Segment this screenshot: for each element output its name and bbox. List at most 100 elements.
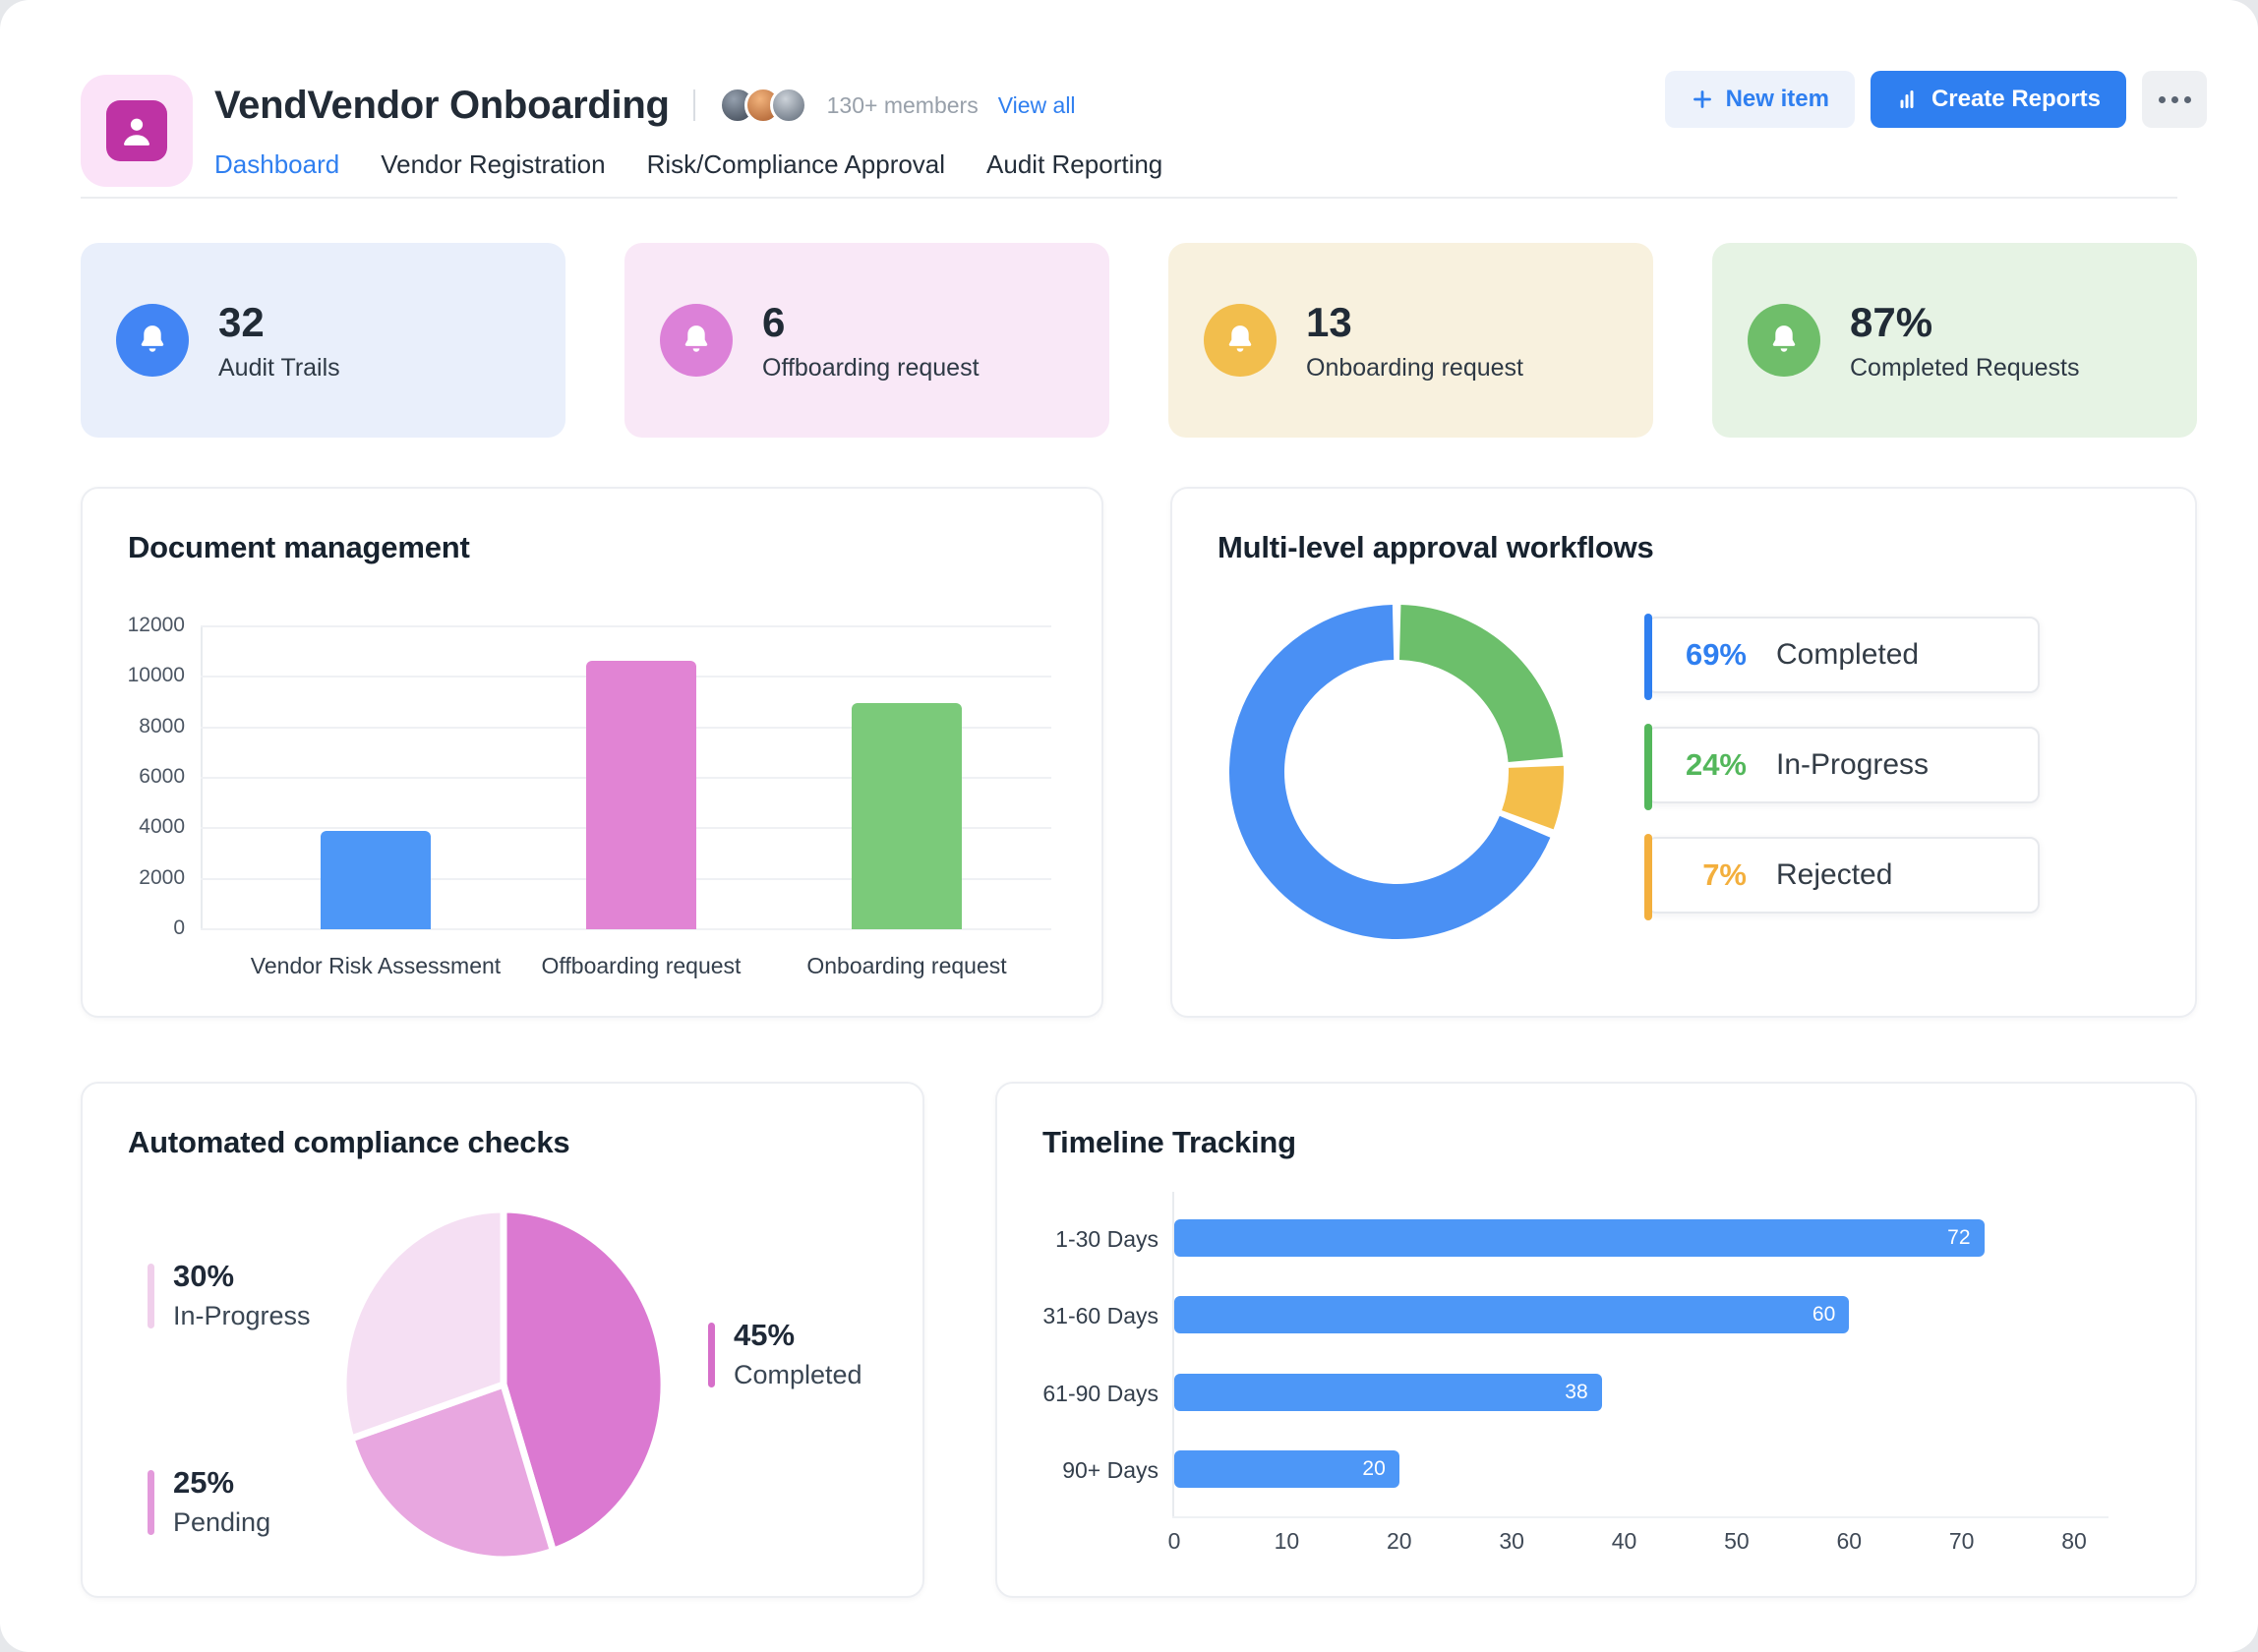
x-category-label: Vendor Risk Assessment (250, 953, 502, 978)
x-category-label: Onboarding request (806, 953, 1007, 978)
stat-value: 87% (1850, 298, 1933, 345)
panel-document-management: Document management 0 2000 4000 6000 8000 100… (81, 487, 1103, 1018)
legend-accent (148, 1470, 154, 1535)
pie-slice-pending (347, 1381, 557, 1564)
gridline (201, 625, 1051, 627)
members-count: 130+ members (826, 91, 979, 118)
y-category-label: 61-90 Days (1042, 1381, 1159, 1406)
more-options-button[interactable] (2142, 71, 2207, 128)
stat-label: Completed Requests (1850, 353, 2080, 382)
legend-item-in-progress: 24% In-Progress (1644, 724, 2040, 810)
bar-1 (321, 830, 431, 929)
legend-percent: 69% (1685, 637, 1747, 672)
legend-label: Completed (1776, 638, 1920, 671)
member-avatars (718, 87, 807, 124)
stat-label: Audit Trails (218, 353, 340, 382)
y-tick-label: 12000 (127, 614, 185, 636)
stat-card-onboarding: 13 Onboarding request (1168, 243, 1653, 438)
panel-title: Multi-level approval workflows (1218, 530, 1654, 564)
bell-icon (660, 304, 733, 377)
legend-percent: 45% (734, 1318, 796, 1352)
x-tick-label: 60 (1836, 1528, 1863, 1554)
bar-chart-icon (1900, 90, 1914, 108)
workflow-donut-chart (1229, 605, 1564, 939)
x-category-label: Offboarding request (541, 953, 742, 978)
stat-cards-row: 32 Audit Trails 6 Offboarding request 13… (81, 243, 2197, 438)
hbar-2: 60 (1174, 1296, 1850, 1333)
x-tick-label: 10 (1274, 1528, 1300, 1554)
view-all-link[interactable]: View all (997, 91, 1076, 118)
y-category-label: 31-60 Days (1042, 1303, 1159, 1328)
x-tick-label: 30 (1499, 1528, 1524, 1554)
compliance-pie-chart (336, 1204, 671, 1565)
bar-value-label: 60 (1812, 1303, 1836, 1326)
legend-item-rejected: 7% Rejected (1644, 834, 2040, 920)
stat-label: Offboarding request (762, 353, 980, 382)
x-tick-label: 50 (1724, 1528, 1750, 1554)
pie-slice-completed (500, 1206, 668, 1555)
gridline (201, 928, 1051, 930)
hbar-4: 20 (1174, 1450, 1399, 1488)
legend-label: Pending (173, 1507, 271, 1537)
x-tick-label: 70 (1948, 1528, 1975, 1554)
panel-title: Document management (128, 530, 470, 564)
tab-dashboard[interactable]: Dashboard (214, 149, 340, 179)
legend-accent (148, 1264, 154, 1328)
bar-2 (586, 660, 696, 929)
stat-value: 6 (762, 298, 786, 345)
bell-icon (1748, 304, 1820, 377)
legend-label: Completed (734, 1360, 862, 1389)
stat-label: Onboarding request (1306, 353, 1523, 382)
avatar (769, 87, 807, 124)
hbar-1: 72 (1174, 1219, 1985, 1257)
tab-vendor-registration[interactable]: Vendor Registration (381, 149, 606, 179)
new-item-button[interactable]: New item (1664, 71, 1855, 128)
tab-risk-compliance-approval[interactable]: Risk/Compliance Approval (646, 149, 946, 179)
x-tick-label: 0 (1167, 1528, 1181, 1554)
panel-approval-workflows: Multi-level approval workflows 69% Compl… (1170, 487, 2197, 1018)
legend-label: Rejected (1776, 858, 1893, 891)
panel-timeline-tracking: Timeline Tracking 1-30 Days 72 31-60 Days 6… (995, 1082, 2197, 1598)
y-axis-line (1172, 1192, 1174, 1516)
create-reports-button[interactable]: Create Reports (1870, 71, 2126, 128)
y-category-label: 90+ Days (1062, 1457, 1159, 1483)
header-actions: New item Create Reports (1664, 71, 2207, 128)
person-icon (106, 100, 167, 161)
header-divider (81, 197, 2177, 199)
plus-icon (1693, 90, 1711, 108)
stat-card-audit-trails: 32 Audit Trails (81, 243, 565, 438)
panel-title: Timeline Tracking (1042, 1125, 1296, 1159)
y-category-label: 1-30 Days (1055, 1226, 1159, 1252)
pie-slice-in-progress (339, 1206, 507, 1443)
x-tick-label: 80 (2061, 1528, 2087, 1554)
stat-card-offboarding: 6 Offboarding request (624, 243, 1109, 438)
ellipsis-icon (2158, 95, 2166, 103)
y-tick-label: 10000 (127, 664, 185, 687)
timeline-bar-chart: 1-30 Days 72 31-60 Days 60 61-90 Days 38 90+ D… (997, 1084, 2195, 1596)
legend-item-completed: 69% Completed (1644, 614, 2040, 700)
bar-value-label: 72 (1947, 1226, 1971, 1249)
document-bar-chart: 0 2000 4000 6000 8000 10000 12000 Vendor Risk A… (83, 489, 1101, 1016)
y-tick-label: 6000 (139, 765, 185, 788)
bell-icon (1204, 304, 1277, 377)
panel-compliance-checks: Automated compliance checks 30% In-Progr… (81, 1082, 924, 1598)
app-logo (81, 75, 193, 187)
bar-value-label: 20 (1362, 1457, 1386, 1480)
y-tick-label: 4000 (139, 815, 185, 839)
page-title: VendVendor Onboarding (214, 83, 670, 127)
legend-label: In-Progress (1776, 748, 1930, 781)
tab-audit-reporting[interactable]: Audit Reporting (986, 149, 1163, 179)
x-tick-label: 40 (1611, 1528, 1637, 1554)
legend-percent: 7% (1702, 857, 1747, 892)
bar-3 (852, 703, 962, 929)
legend-percent: 30% (173, 1259, 235, 1293)
donut-segment-in-progress (1229, 605, 1564, 939)
legend-item-pending: 25% Pending (148, 1465, 270, 1538)
y-tick-label: 2000 (139, 865, 185, 889)
create-reports-label: Create Reports (1931, 86, 2101, 112)
legend-percent: 24% (1685, 747, 1747, 782)
legend-item-in-progress: 30% In-Progress (148, 1259, 311, 1331)
stat-value: 13 (1306, 298, 1352, 345)
legend-accent (1644, 614, 1652, 700)
